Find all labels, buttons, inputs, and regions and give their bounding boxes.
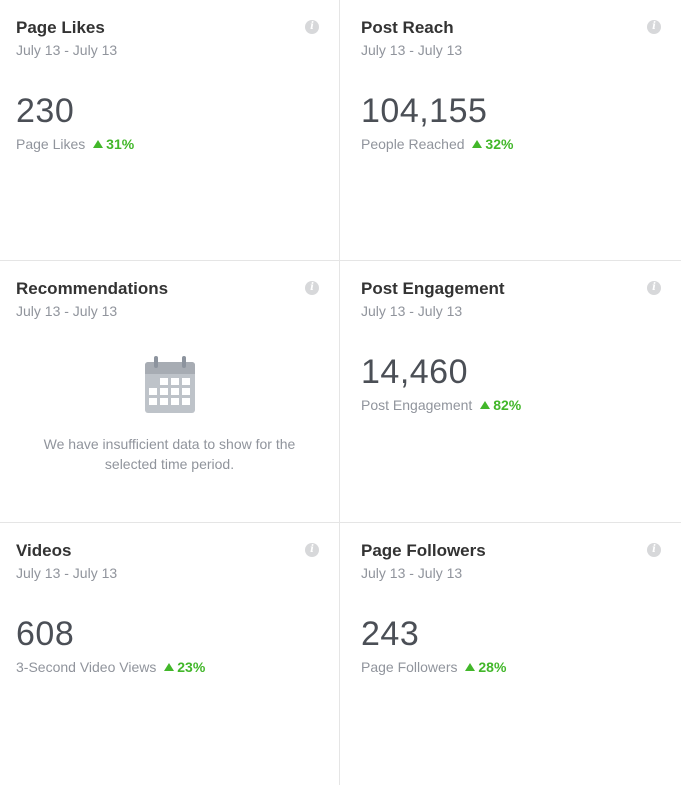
trend-change: 82% [480,397,521,413]
up-arrow-icon [164,663,175,671]
page-likes-card[interactable]: Page Likes July 13 - July 13 i 230 Page … [0,0,340,261]
trend-percent: 23% [177,659,206,675]
card-metric-value: 608 [16,615,75,653]
up-arrow-icon [472,140,483,148]
info-icon[interactable]: i [647,281,661,295]
up-arrow-icon [465,663,476,671]
card-metric-label: People Reached [361,136,465,152]
empty-state-message: We have insufficient data to show for th… [43,436,296,472]
empty-state: We have insufficient data to show for th… [16,356,323,474]
info-icon[interactable]: i [305,543,319,557]
trend-change: 31% [93,136,134,152]
post-reach-card[interactable]: Post Reach July 13 - July 13 i 104,155 P… [340,0,681,261]
trend-change: 28% [465,659,506,675]
card-metric-label: Page Followers [361,659,458,675]
card-metric-value: 14,460 [361,353,468,391]
card-title: Page Followers [361,541,486,560]
calendar-icon [144,356,195,413]
trend-change: 32% [472,136,513,152]
up-arrow-icon [480,401,491,409]
card-date-range: July 13 - July 13 [16,565,118,581]
card-metric-value: 104,155 [361,92,488,130]
trend-percent: 82% [493,397,522,413]
info-icon[interactable]: i [647,543,661,557]
trend-percent: 32% [485,136,514,152]
card-metric-label: Post Engagement [361,397,473,413]
card-date-range: July 13 - July 13 [16,42,118,58]
info-icon[interactable]: i [647,20,661,34]
card-metric-label-row: Page Likes 31% [16,135,323,153]
videos-card[interactable]: Videos July 13 - July 13 i 608 3-Second … [0,523,340,785]
post-engagement-card[interactable]: Post Engagement July 13 - July 13 i 14,4… [340,261,681,523]
card-date-range: July 13 - July 13 [361,303,463,319]
card-metric-label-row: Page Followers 28% [361,658,665,676]
card-metric-label-row: People Reached 32% [361,135,665,153]
info-icon[interactable]: i [305,281,319,295]
trend-change: 23% [164,659,205,675]
up-arrow-icon [93,140,104,148]
recommendations-card[interactable]: Recommendations July 13 - July 13 i We h… [0,261,340,523]
card-title: Post Engagement [361,279,505,298]
card-metric-label: Page Likes [16,136,86,152]
card-date-range: July 13 - July 13 [361,565,463,581]
page-followers-card[interactable]: Page Followers July 13 - July 13 i 243 P… [340,523,681,785]
card-title: Page Likes [16,18,105,37]
trend-percent: 28% [478,659,507,675]
card-title: Post Reach [361,18,454,37]
card-metric-label: 3-Second Video Views [16,659,157,675]
card-date-range: July 13 - July 13 [361,42,463,58]
card-title: Videos [16,541,72,560]
info-icon[interactable]: i [305,20,319,34]
card-metric-value: 243 [361,615,420,653]
card-metric-label-row: 3-Second Video Views 23% [16,658,323,676]
card-metric-value: 230 [16,92,75,130]
card-date-range: July 13 - July 13 [16,303,118,319]
card-metric-label-row: Post Engagement 82% [361,396,665,414]
trend-percent: 31% [106,136,135,152]
card-title: Recommendations [16,279,169,298]
